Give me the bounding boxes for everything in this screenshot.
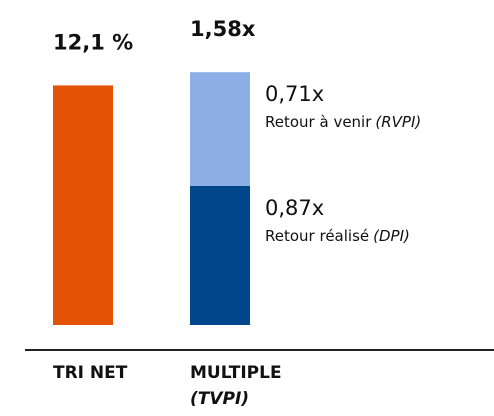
legend-name: Retour réalisé bbox=[265, 226, 369, 244]
value-label: 12,1 % bbox=[53, 30, 133, 54]
bar bbox=[53, 85, 113, 325]
bar-segment bbox=[190, 185, 250, 325]
category-label: TRI NET bbox=[53, 363, 128, 383]
category-note: (TVPI) bbox=[190, 389, 249, 409]
legend-name: Retour à venir bbox=[265, 113, 372, 131]
segment-name: Retour réalisé (DPI) bbox=[265, 226, 410, 244]
segment-value-label: 0,87x bbox=[265, 196, 324, 220]
category-label: MULTIPLE bbox=[190, 363, 282, 383]
segment-name: Retour à venir (RVPI) bbox=[265, 113, 421, 131]
legend-note: (RVPI) bbox=[375, 113, 421, 131]
segment-value-label: 0,71x bbox=[265, 82, 324, 106]
value-label: 1,58x bbox=[190, 17, 256, 41]
bar-segment bbox=[190, 72, 250, 186]
legend-note: (DPI) bbox=[373, 226, 410, 244]
